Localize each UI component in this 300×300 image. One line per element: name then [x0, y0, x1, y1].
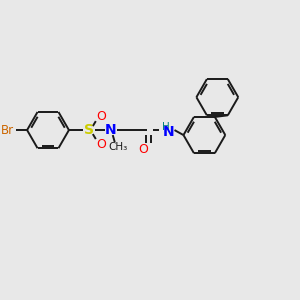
Text: S: S	[84, 123, 94, 137]
Text: N: N	[163, 125, 174, 139]
Text: Br: Br	[1, 124, 14, 136]
Text: CH₃: CH₃	[108, 142, 128, 152]
Text: N: N	[105, 123, 117, 137]
Text: O: O	[96, 110, 106, 123]
Text: O: O	[96, 137, 106, 151]
Text: O: O	[139, 142, 148, 155]
Text: H: H	[162, 122, 170, 132]
